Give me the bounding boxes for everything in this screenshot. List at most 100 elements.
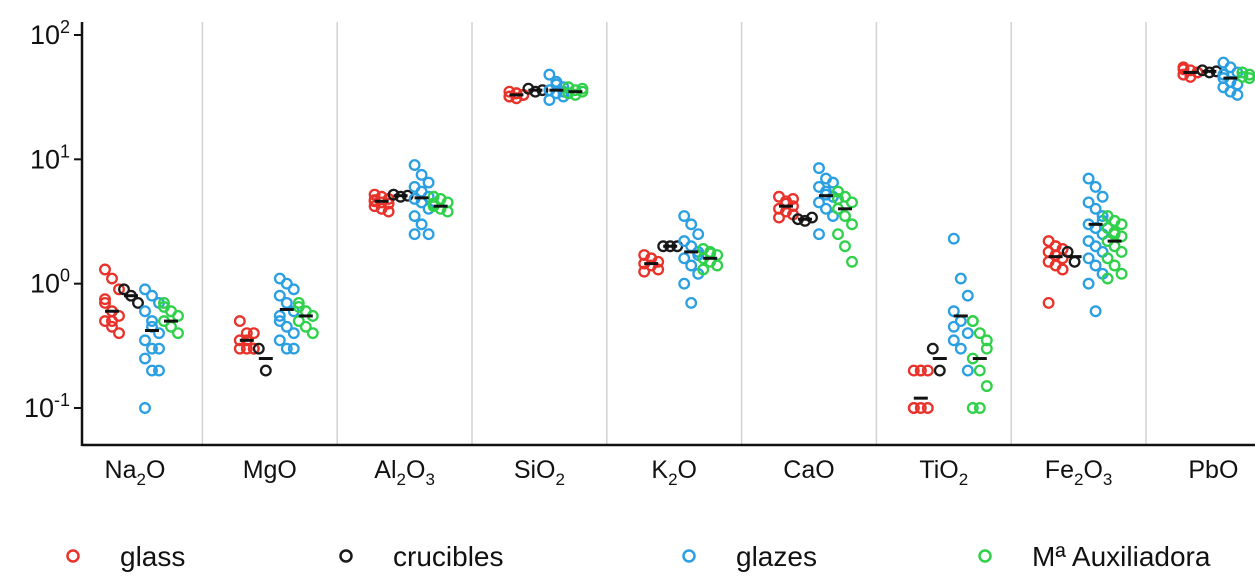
point-glazes xyxy=(685,296,698,309)
x-tick-label-cao: CaO xyxy=(783,456,834,484)
point-m-auxiliadora xyxy=(1108,228,1121,241)
point-glazes xyxy=(1082,277,1095,290)
point-glazes xyxy=(685,259,698,272)
point-glazes xyxy=(947,334,960,347)
point-glazes xyxy=(153,327,165,340)
point-glazes xyxy=(280,320,293,333)
point-glass xyxy=(247,342,260,355)
point-glass xyxy=(382,205,395,218)
point-crucibles xyxy=(118,283,130,296)
point-glass xyxy=(1056,263,1069,276)
point-glazes xyxy=(685,218,698,231)
point-glazes xyxy=(287,327,300,340)
point-glazes xyxy=(153,342,165,355)
point-m-auxiliadora xyxy=(711,259,724,272)
point-m-auxiliadora xyxy=(427,197,440,210)
point-crucibles xyxy=(933,364,946,377)
legend-marker-glass xyxy=(66,549,80,563)
point-glazes xyxy=(139,305,151,318)
point-m-auxiliadora xyxy=(839,190,851,203)
legend: glass crucibles glazes Mª Auxiliadora xyxy=(66,541,1211,572)
point-m-auxiliadora xyxy=(1101,252,1114,265)
point-m-auxiliadora xyxy=(1115,218,1128,231)
x-tick-label-fe2o3: Fe2O3 xyxy=(1045,456,1113,489)
point-glazes xyxy=(1082,172,1095,185)
point-m-auxiliadora xyxy=(306,327,319,340)
point-glass xyxy=(99,296,111,309)
point-glass xyxy=(914,402,927,414)
legend-marker-glazes xyxy=(682,549,696,563)
mean-markers xyxy=(105,69,1238,400)
point-glazes xyxy=(543,68,556,81)
point-glass xyxy=(787,193,799,205)
legend-marker-crucibles xyxy=(339,549,353,563)
point-m-auxiliadora xyxy=(562,87,575,100)
point-glazes xyxy=(692,228,705,241)
point-glazes xyxy=(543,94,556,106)
point-glass xyxy=(99,293,111,306)
point-glass xyxy=(233,342,246,355)
point-glazes xyxy=(287,283,300,296)
point-glazes xyxy=(139,352,151,365)
point-glazes xyxy=(280,296,293,309)
point-m-auxiliadora xyxy=(846,218,858,231)
point-glazes xyxy=(415,168,428,181)
point-glazes xyxy=(287,342,300,355)
point-glazes xyxy=(827,176,839,189)
point-glazes xyxy=(139,402,151,414)
point-crucibles xyxy=(132,296,144,309)
point-glass xyxy=(106,272,118,285)
category-separators xyxy=(201,22,1147,445)
point-glazes xyxy=(146,315,158,328)
data-points xyxy=(99,56,1255,414)
point-glazes xyxy=(1082,196,1095,209)
point-glass xyxy=(1042,296,1055,309)
point-glazes xyxy=(408,210,421,222)
point-glazes xyxy=(961,364,974,377)
point-glass xyxy=(368,188,381,201)
point-m-auxiliadora xyxy=(846,255,858,268)
legend-label-crucibles: crucibles xyxy=(393,541,503,572)
point-m-auxiliadora xyxy=(158,300,170,313)
point-glazes xyxy=(153,364,165,377)
legend-label-m-auxiliadora: Mª Auxiliadora xyxy=(1032,541,1211,572)
point-glazes xyxy=(280,342,293,355)
point-glazes xyxy=(1089,180,1102,193)
point-glass xyxy=(106,315,118,328)
point-m-auxiliadora xyxy=(1101,272,1114,285)
point-m-auxiliadora xyxy=(980,380,993,393)
point-m-auxiliadora xyxy=(980,334,993,347)
point-crucibles xyxy=(1068,255,1081,268)
point-m-auxiliadora xyxy=(1108,259,1121,272)
x-tick-label-sio2: SiO2 xyxy=(514,456,565,489)
point-m-auxiliadora xyxy=(966,315,979,328)
point-glass xyxy=(1177,68,1190,81)
point-m-auxiliadora xyxy=(973,327,986,340)
point-m-auxiliadora xyxy=(973,402,986,414)
point-glass xyxy=(247,327,260,340)
point-glazes xyxy=(408,228,421,241)
x-tick-label-na2o: Na2O xyxy=(105,456,166,489)
point-glazes xyxy=(813,162,825,175)
point-crucibles xyxy=(529,85,542,98)
legend-label-glass: glass xyxy=(120,541,185,572)
point-glazes xyxy=(1231,88,1244,101)
point-m-auxiliadora xyxy=(1236,70,1249,83)
point-glass xyxy=(503,85,516,98)
y-tick-label: 101 xyxy=(30,141,70,174)
point-m-auxiliadora xyxy=(697,263,710,276)
point-m-auxiliadora xyxy=(172,327,184,340)
point-glazes xyxy=(146,342,158,355)
point-glass xyxy=(113,283,125,296)
point-glazes xyxy=(1096,190,1109,203)
point-glazes xyxy=(678,277,691,290)
point-crucibles xyxy=(259,364,272,377)
point-glass xyxy=(1177,63,1190,76)
y-tick-label: 10-1 xyxy=(24,390,70,423)
point-glazes xyxy=(408,159,421,171)
point-m-auxiliadora xyxy=(846,196,858,209)
legend-label-glazes: glazes xyxy=(736,541,817,572)
point-glazes xyxy=(273,289,286,302)
point-glazes xyxy=(961,289,974,302)
